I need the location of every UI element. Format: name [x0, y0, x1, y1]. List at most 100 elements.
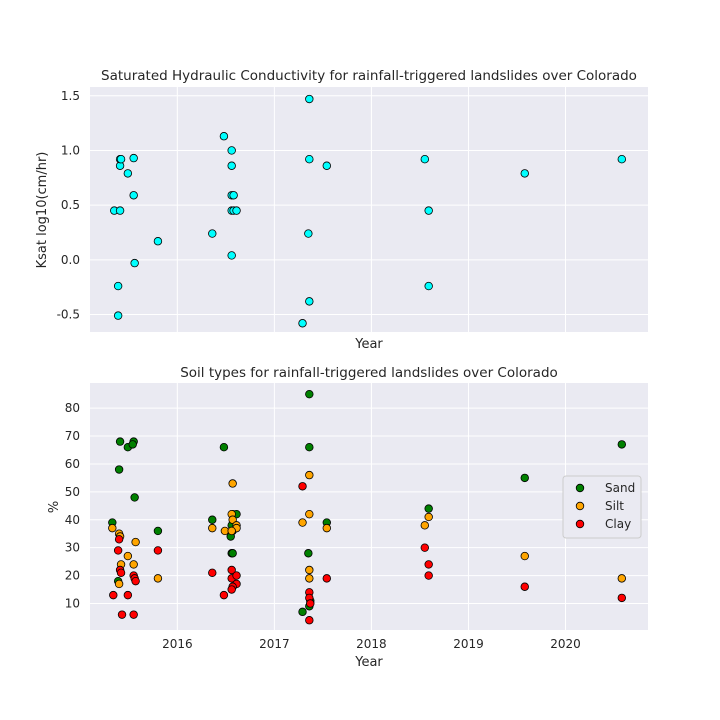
silt-point: [322, 523, 331, 533]
ksat-point: [229, 191, 238, 200]
soil-y-tick-label: 40: [65, 513, 80, 527]
clay-legend-marker: [575, 519, 585, 529]
ksat-point: [129, 191, 138, 200]
soil-x-axis-label: Year: [354, 655, 383, 670]
ksat-points: [110, 94, 626, 328]
sand-point: [424, 504, 433, 513]
silt-point: [420, 521, 429, 530]
clay-point: [420, 543, 429, 552]
clay-point: [131, 576, 140, 586]
clay-point: [116, 568, 126, 577]
soil-legend: Sand Silt Clay: [562, 475, 642, 539]
ksat-point: [115, 206, 125, 215]
clay-point: [114, 535, 124, 544]
silt-point: [129, 560, 138, 569]
ksat-point: [420, 154, 429, 164]
silt-point: [123, 551, 133, 561]
ksat-point: [520, 169, 529, 178]
silt-point: [520, 551, 529, 561]
silt-point: [305, 574, 314, 583]
ksat-y-tick-label: 1.0: [61, 143, 80, 157]
clay-point: [219, 590, 229, 600]
ksat-point: [116, 154, 126, 164]
silt-point: [108, 523, 117, 533]
clay-point: [520, 582, 529, 591]
silt-point: [131, 537, 140, 547]
ksat-point: [113, 281, 123, 291]
ksat-point: [130, 258, 139, 268]
sand-legend-label: Sand: [605, 481, 635, 495]
ksat-point: [219, 132, 229, 141]
sand-point: [219, 442, 229, 452]
soil-x-tick-label: 2018: [356, 637, 387, 651]
sand-point: [208, 515, 217, 524]
ksat-point: [617, 154, 626, 164]
clay-point: [298, 482, 307, 491]
soil-y-axis-label: %: [47, 501, 62, 513]
ksat-point: [113, 311, 123, 320]
clay-point: [306, 599, 315, 608]
silt-point: [305, 470, 314, 480]
silt-point: [208, 523, 217, 533]
clay-point: [227, 585, 236, 594]
clay-point: [305, 616, 314, 625]
ksat-point: [305, 297, 314, 306]
ksat-y-axis-label: Ksat log10(cm/hr): [35, 152, 50, 269]
silt-point: [617, 574, 626, 583]
sand-point: [617, 440, 626, 449]
silt-point: [153, 574, 163, 583]
ksat-point: [129, 153, 138, 163]
soil-x-tick-label: 2020: [550, 637, 581, 651]
sand-point: [115, 437, 125, 446]
ksat-point: [424, 206, 433, 215]
soil-chart-title: Soil types for rainfall-triggered landsl…: [180, 365, 558, 381]
clay-point: [322, 574, 331, 583]
ksat-x-axis-label: Year: [354, 337, 383, 352]
soil-types-plot: 2016 2017 2018 2019 2020 10 20 30 40 50 60 70 80 So…: [47, 365, 648, 670]
silt-point: [298, 518, 307, 527]
sand-point: [305, 442, 314, 452]
sand-point: [304, 549, 313, 558]
clay-point: [113, 546, 123, 555]
ksat-point: [208, 229, 217, 238]
ksat-point: [227, 146, 236, 155]
ksat-point: [424, 281, 433, 291]
silt-point: [228, 479, 237, 488]
clay-point: [227, 565, 236, 575]
ksat-point: [305, 154, 314, 164]
ksat-point: [305, 94, 314, 104]
ksat-point: [322, 161, 331, 170]
ksat-plot-area: [90, 87, 648, 332]
ksat-point: [304, 229, 313, 238]
soil-x-tick-label: 2016: [162, 637, 193, 651]
clay-point: [117, 610, 127, 619]
sand-point: [228, 549, 237, 558]
soil-plot-area: [90, 383, 648, 630]
soil-y-tick-label: 30: [65, 541, 80, 555]
silt-legend-marker: [575, 501, 585, 511]
ksat-point: [227, 161, 236, 170]
clay-point: [617, 593, 626, 603]
clay-point: [232, 571, 241, 580]
soil-y-tick-label: 80: [65, 401, 80, 415]
clay-legend-label: Clay: [605, 517, 631, 531]
sand-point: [114, 465, 124, 474]
soil-grid: [90, 383, 648, 630]
silt-point: [305, 509, 314, 519]
ksat-point: [227, 251, 236, 260]
sand-point: [128, 440, 137, 449]
soil-x-tick-label: 2019: [453, 637, 484, 651]
soil-y-tick-label: 10: [65, 596, 80, 610]
sand-legend-marker: [575, 483, 585, 493]
clay-point: [424, 560, 433, 569]
ksat-y-tick-label: -0.5: [57, 308, 80, 322]
soil-points: [108, 389, 626, 625]
sand-point: [153, 526, 163, 536]
soil-y-tick-label: 20: [65, 569, 80, 583]
sand-point: [130, 493, 139, 502]
soil-y-tick-label: 50: [65, 485, 80, 499]
ksat-y-tick-label: 0.0: [61, 253, 80, 267]
clay-point: [208, 568, 217, 577]
clay-point: [129, 610, 138, 619]
